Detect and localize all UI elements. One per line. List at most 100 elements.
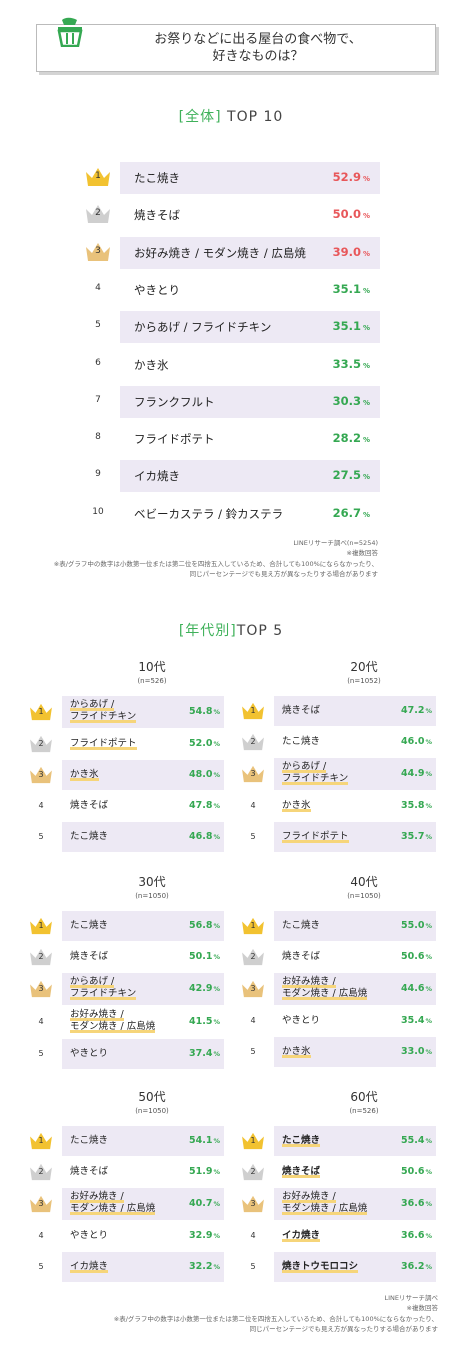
- age-table-row: 2 焼きそば 50.6%: [238, 942, 436, 972]
- row-band: [62, 696, 224, 728]
- overall-multi-answer: ※複数回答: [346, 549, 378, 557]
- age-table-row: 1 たこ焼き 55.4%: [238, 1126, 436, 1156]
- rank-badge: 1: [28, 702, 54, 724]
- age-table-row: 5 焼きトウモロコシ 36.2%: [238, 1252, 436, 1282]
- rank-number: 2: [250, 952, 256, 961]
- rank-badge: 4: [28, 1012, 54, 1034]
- age-table-row: 4 やきとり 35.4%: [238, 1006, 436, 1036]
- question-line-1: お祭りなどに出る屋台の食べ物で、: [154, 32, 362, 47]
- rank-number: 5: [95, 320, 101, 330]
- row-band: [62, 1252, 224, 1282]
- overall-title-rest: TOP 10: [221, 109, 284, 125]
- value-number: 51.9: [189, 1166, 213, 1177]
- item-name-line: かき氷: [70, 769, 99, 780]
- value-number: 50.6: [401, 1166, 425, 1177]
- value-number: 32.9: [189, 1230, 213, 1241]
- item-name-line: お好み焼き /: [70, 1009, 124, 1020]
- row-band: [62, 760, 224, 790]
- value-number: 40.7: [189, 1198, 213, 1209]
- rank-number: 5: [38, 1262, 44, 1271]
- item-name: イカ焼き: [134, 469, 180, 483]
- rank-badge: 5: [28, 1257, 54, 1279]
- rank-number: 2: [250, 1167, 256, 1176]
- age-table-row: 3 からあげ / フライドチキン 44.9%: [238, 758, 436, 790]
- item-name: たこ焼き: [70, 920, 108, 932]
- item-name: からあげ / フライドチキン: [282, 761, 348, 785]
- item-name: 焼きそば: [70, 951, 108, 963]
- age-table-row: 3 お好み焼き / モダン焼き / 広島焼 40.7%: [26, 1188, 224, 1220]
- table-row: 10 ベビーカステラ / 鈴カステラ 26.7%: [84, 498, 380, 530]
- item-name-line: たこ焼き: [282, 1135, 321, 1146]
- item-value: 46.8%: [189, 831, 220, 842]
- table-row: 8 フライドポテト 28.2%: [84, 423, 380, 455]
- rank-number: 4: [38, 1231, 44, 1240]
- age-label: 40代: [350, 875, 378, 889]
- rank-badge: 3: [28, 979, 54, 1001]
- rank-badge: 1: [84, 166, 112, 190]
- age-table-row: 1 たこ焼き 56.8%: [26, 911, 224, 941]
- age-table-row: 3 お好み焼き / モダン焼き / 広島焼 44.6%: [238, 973, 436, 1005]
- item-value: 36.2%: [401, 1261, 432, 1272]
- item-name-line: からあげ /: [70, 699, 115, 710]
- age-table-row: 1 たこ焼き 54.1%: [26, 1126, 224, 1156]
- item-value: 50.6%: [401, 951, 432, 962]
- item-name-line: 焼きトウモロコシ: [282, 1261, 359, 1272]
- row-band: [62, 1188, 224, 1220]
- item-name: たこ焼き: [134, 171, 180, 185]
- item-name: からあげ / フライドチキン: [70, 699, 136, 723]
- bronze-crown-icon: [242, 1195, 264, 1213]
- silver-crown-icon: [30, 1163, 52, 1181]
- item-name-line: お好み焼き /: [282, 1191, 336, 1202]
- rank-badge: 6: [84, 353, 112, 377]
- item-name-line: たこ焼き: [70, 1135, 109, 1146]
- rank-number: 1: [250, 1136, 256, 1145]
- value-number: 55.4: [401, 1135, 425, 1146]
- item-name-line: フライドポテト: [70, 738, 137, 749]
- rank-badge: 3: [28, 1194, 54, 1216]
- row-band: [274, 1037, 436, 1067]
- item-name: イカ焼き: [70, 1261, 108, 1273]
- value-unit: %: [425, 707, 432, 715]
- sample-size: (n=526): [349, 1107, 379, 1115]
- item-name-line: かき氷: [282, 800, 311, 811]
- sample-size: (n=1050): [135, 892, 169, 900]
- age-source: LINEリサーチ調べ: [384, 1294, 438, 1302]
- value-number: 56.8: [189, 920, 213, 931]
- item-name: かき氷: [282, 800, 311, 812]
- value-unit: %: [213, 1018, 220, 1026]
- value-number: 35.4: [401, 1015, 425, 1026]
- rank-badge: 3: [240, 764, 266, 786]
- table-row: 5 からあげ / フライドチキン 35.1%: [84, 311, 380, 343]
- item-value: 47.2%: [401, 705, 432, 716]
- row-band: [120, 386, 380, 418]
- gold-crown-icon: [242, 917, 264, 935]
- item-value: 48.0%: [189, 769, 220, 780]
- bronze-crown-icon: [30, 980, 52, 998]
- item-value: 55.0%: [401, 920, 432, 931]
- rank-number: 4: [250, 1016, 256, 1025]
- rank-number: 4: [250, 801, 256, 810]
- item-value: 36.6%: [401, 1198, 432, 1209]
- item-value: 30.3%: [333, 394, 370, 408]
- item-name-line: たこ焼き: [70, 920, 109, 931]
- row-band: [120, 237, 380, 269]
- item-value: 47.8%: [189, 800, 220, 811]
- item-name: 焼きそば: [282, 1166, 320, 1178]
- age-table-row: 5 たこ焼き 46.8%: [26, 822, 224, 852]
- age-label: 10代: [138, 660, 166, 674]
- value-unit: %: [362, 287, 370, 295]
- value-number: 32.2: [189, 1261, 213, 1272]
- rank-number: 3: [250, 984, 256, 993]
- item-value: 27.5%: [333, 468, 370, 482]
- overall-section-title: [全体] TOP 10: [0, 106, 462, 126]
- item-name-line: かき氷: [282, 1046, 311, 1057]
- rank-number: 2: [95, 208, 101, 218]
- table-row: 6 かき氷 33.5%: [84, 349, 380, 381]
- value-unit: %: [213, 1232, 220, 1240]
- rank-badge: 4: [28, 1226, 54, 1248]
- rank-badge: 2: [28, 947, 54, 969]
- item-value: 44.6%: [401, 983, 432, 994]
- value-unit: %: [425, 1232, 432, 1240]
- row-band: [274, 822, 436, 852]
- overall-note-line-1: ※表/グラフ中の数字は小数第一位または第二位を四捨五入しているため、合計しても1…: [53, 560, 378, 568]
